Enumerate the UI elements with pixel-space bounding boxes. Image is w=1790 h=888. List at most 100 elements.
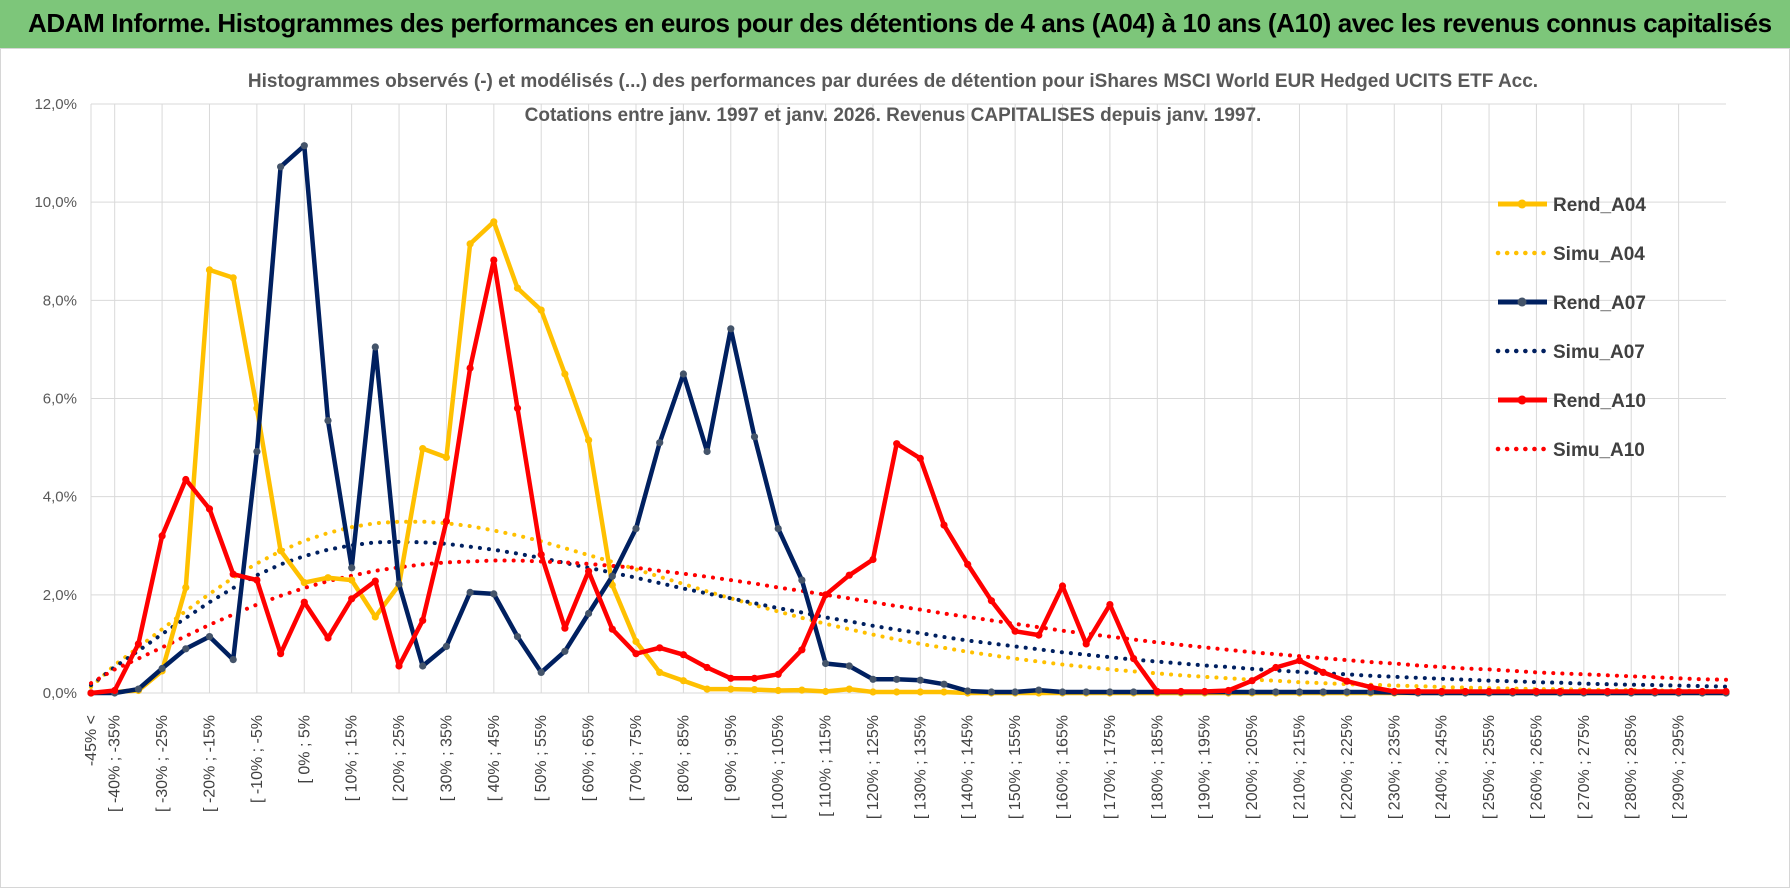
- data-point: [679, 677, 688, 685]
- data-point: [1414, 687, 1422, 696]
- legend-item-rend_a04[interactable]: Rend_A04: [1498, 195, 1646, 216]
- legend-item-simu_a07[interactable]: Simu_A07: [1495, 342, 1645, 363]
- data-point: [987, 597, 996, 605]
- data-point: [537, 551, 545, 559]
- data-point: [1011, 627, 1019, 635]
- data-point: [1130, 655, 1138, 663]
- data-point: [371, 613, 379, 621]
- data-point: [229, 570, 237, 578]
- data-point: [1224, 686, 1232, 695]
- data-point: [585, 436, 593, 444]
- data-point: [964, 560, 972, 568]
- data-point: [513, 633, 522, 641]
- data-point: [1295, 688, 1304, 696]
- legend-item-rend_a10[interactable]: Rend_A10: [1498, 391, 1646, 412]
- series-simu-a10: [89, 558, 1728, 686]
- data-point: [419, 616, 427, 625]
- data-point: [1058, 582, 1067, 590]
- data-point: [869, 688, 877, 696]
- data-point: [1153, 687, 1161, 696]
- x-tick-label: [ 190% ; 195%: [1197, 715, 1214, 819]
- data-point: [466, 588, 474, 597]
- data-point: [1485, 687, 1493, 696]
- y-tick-label: 4,0%: [43, 489, 77, 506]
- data-point: [1698, 687, 1706, 696]
- y-tick-label: 8,0%: [43, 292, 77, 309]
- data-point: [324, 417, 332, 425]
- data-point: [134, 640, 142, 648]
- data-point: [1177, 687, 1185, 696]
- x-tick-label: [ 40% ; 45%: [486, 715, 503, 801]
- series-line-simu_a04: [89, 519, 1728, 693]
- data-point: [798, 576, 806, 584]
- series-line-simu_a10: [89, 558, 1728, 686]
- data-point: [916, 688, 924, 696]
- x-tick-label: [ 20% ; 25%: [391, 715, 408, 801]
- legend-item-simu_a10[interactable]: Simu_A10: [1495, 440, 1645, 461]
- y-tick-label: 2,0%: [43, 587, 77, 604]
- data-point: [182, 583, 190, 592]
- data-point: [1082, 688, 1090, 696]
- series-line-rend_a10: [88, 257, 1729, 696]
- data-point: [608, 572, 616, 580]
- chart-subtitle: Cotations entre janv. 1997 et janv. 2026…: [525, 105, 1262, 126]
- data-point: [419, 445, 427, 453]
- data-point: [561, 370, 569, 378]
- data-point: [703, 663, 711, 672]
- data-point: [1651, 687, 1659, 696]
- data-point: [1130, 688, 1138, 696]
- data-point: [845, 662, 853, 670]
- data-point: [1532, 687, 1540, 696]
- data-point: [229, 274, 237, 282]
- data-point: [419, 662, 427, 670]
- legend-marker: [1517, 199, 1527, 209]
- legend-marker: [1517, 395, 1527, 405]
- x-tick-label: -45% <: [83, 715, 100, 766]
- data-point: [466, 364, 474, 372]
- series-rend-a10: [87, 256, 1730, 697]
- data-point: [1082, 640, 1090, 648]
- data-point: [1390, 687, 1398, 696]
- legend[interactable]: Rend_A04 Simu_A04 Rend_A07 Simu_A07 Rend_A10…: [1495, 195, 1646, 461]
- data-point: [1438, 687, 1446, 696]
- axis-tick-labels: 0,0% 2,0% 4,0% 6,0% 8,0% 10,0% 12,0% -45% < [ -4…: [34, 96, 1687, 819]
- x-tick-label: [ 240% ; 245%: [1434, 715, 1451, 819]
- data-point: [371, 577, 379, 585]
- data-point: [1722, 687, 1730, 696]
- x-tick-label: [ 280% ; 285%: [1623, 715, 1640, 819]
- data-point: [490, 218, 498, 226]
- x-tick-label: [ 290% ; 295%: [1671, 715, 1688, 819]
- data-point: [513, 284, 522, 292]
- x-tick-label: [ 100% ; 105%: [770, 715, 787, 819]
- data-point: [1461, 687, 1469, 696]
- x-tick-label: [ 0% ; 5%: [296, 715, 313, 783]
- x-tick-label: [ 200% ; 205%: [1244, 715, 1261, 819]
- data-point: [1035, 631, 1043, 639]
- data-point: [277, 650, 285, 658]
- x-tick-label: [ 50% ; 55%: [533, 715, 550, 801]
- data-point: [205, 505, 214, 513]
- data-point: [1201, 687, 1209, 696]
- data-point: [679, 651, 688, 659]
- legend-item-rend_a07[interactable]: Rend_A07: [1498, 293, 1646, 314]
- data-point: [348, 576, 356, 584]
- data-point: [822, 687, 830, 696]
- data-point: [561, 624, 569, 632]
- data-point: [253, 576, 261, 584]
- x-tick-label: [ 90% ; 95%: [723, 715, 740, 801]
- x-tick-label: [ 180% ; 185%: [1149, 715, 1166, 819]
- legend-item-simu_a04[interactable]: Simu_A04: [1495, 244, 1645, 265]
- data-point: [182, 475, 190, 484]
- data-point: [940, 688, 948, 696]
- data-point: [1058, 688, 1067, 696]
- series-line-rend_a07: [88, 143, 1729, 696]
- data-point: [964, 687, 972, 695]
- data-point: [1627, 687, 1635, 696]
- data-point: [1509, 687, 1517, 696]
- data-point: [869, 555, 877, 564]
- x-tick-label: [ 140% ; 145%: [960, 715, 977, 819]
- data-point: [1272, 688, 1280, 696]
- data-point: [750, 674, 759, 682]
- x-tick-label: [ 30% ; 35%: [438, 715, 455, 801]
- data-point: [703, 447, 711, 456]
